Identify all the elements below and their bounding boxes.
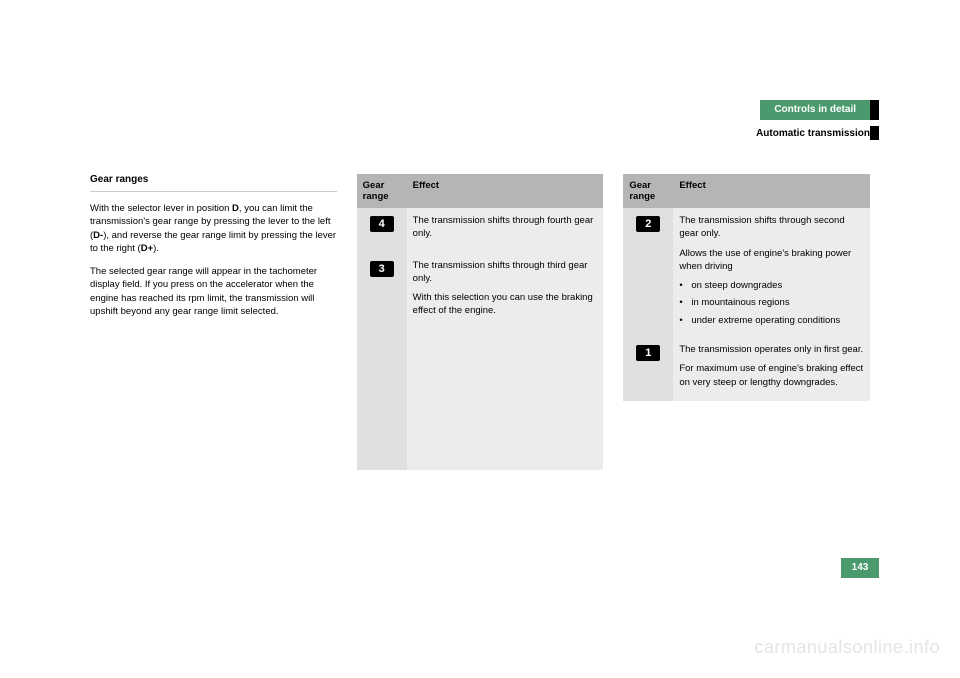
effect-cell: The transmission operates only in first … [673, 337, 870, 401]
effect-cell: The transmission shifts through third ge… [407, 253, 604, 330]
column-middle: Gear range Effect 4 The transmission shi… [357, 174, 604, 470]
table-row: 4 The transmission shifts through fourth… [357, 208, 604, 253]
chapter-tab-edge [870, 100, 879, 120]
th-gear: Gear range [357, 174, 407, 208]
paragraph-1: With the selector lever in position D, y… [90, 202, 337, 255]
effect-cell: The transmission shifts through second g… [673, 208, 870, 337]
gear-4-icon: 4 [370, 216, 394, 232]
table-row: 1 The transmission operates only in firs… [623, 337, 870, 401]
list-item: on steep downgrades [679, 279, 864, 292]
paragraph-2: The selected gear range will appear in t… [90, 265, 337, 318]
table-filler [357, 330, 604, 470]
gear-table-2: Gear range Effect 2 The transmission shi… [623, 174, 870, 401]
section-edge [870, 126, 879, 140]
bullet-list: on steep downgrades in mountainous regio… [679, 279, 864, 327]
th-gear: Gear range [623, 174, 673, 208]
table-row: 2 The transmission shifts through second… [623, 208, 870, 337]
gear-3-icon: 3 [370, 261, 394, 277]
th-effect: Effect [673, 174, 870, 208]
page-number: 143 [841, 558, 879, 578]
effect-cell: The transmission shifts through fourth g… [407, 208, 604, 253]
watermark: carmanualsonline.info [754, 637, 940, 658]
list-item: under extreme operating conditions [679, 314, 864, 327]
gear-1-icon: 1 [636, 345, 660, 361]
list-item: in mountainous regions [679, 296, 864, 309]
content-columns: Gear ranges With the selector lever in p… [90, 174, 870, 470]
section-title: Automatic transmission [756, 128, 870, 139]
column-left: Gear ranges With the selector lever in p… [90, 174, 337, 470]
column-right: Gear range Effect 2 The transmission shi… [623, 174, 870, 470]
th-effect: Effect [407, 174, 604, 208]
table-row: 3 The transmission shifts through third … [357, 253, 604, 330]
gear-table-1: Gear range Effect 4 The transmission shi… [357, 174, 604, 470]
divider [90, 191, 337, 192]
chapter-tab: Controls in detail [760, 100, 870, 120]
gear-ranges-heading: Gear ranges [90, 174, 337, 185]
gear-2-icon: 2 [636, 216, 660, 232]
